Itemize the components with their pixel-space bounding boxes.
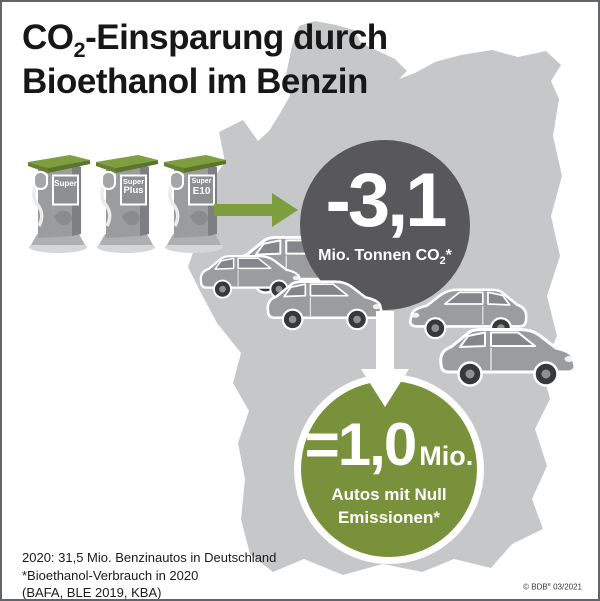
title-co: CO xyxy=(22,18,74,57)
footnote-line-1: 2020: 31,5 Mio. Benzinautos in Deutschla… xyxy=(22,550,277,565)
zero-emission-value-row: =1,0 Mio. xyxy=(301,415,477,475)
footnote-line-2: *Bioethanol-Verbrauch in 2020 xyxy=(22,567,199,583)
title-line-2: Bioethanol im Benzin xyxy=(22,62,368,101)
title-co2-subscript: 2 xyxy=(73,37,86,62)
fuel-pump-label: Super xyxy=(54,179,77,188)
fuel-pump-label: Super E10 xyxy=(191,178,212,197)
white-down-arrow-icon xyxy=(361,311,409,407)
fuel-pump-label: Super Plus xyxy=(122,177,145,197)
zero-emission-caption-1: Autos mit Null xyxy=(331,485,447,504)
co2-savings-value: -3,1 xyxy=(325,158,448,243)
co2-savings-unit: Mio. Tonnen CO2* xyxy=(318,247,452,268)
footnote-line-3: (BAFA, BLE 2019, KBA) xyxy=(22,585,162,600)
title-line1-rest: -Einsparung durch xyxy=(85,18,388,57)
infographic-title: CO2-Einsparung durch Bioethanol im Benzi… xyxy=(22,16,388,104)
green-right-arrow-icon xyxy=(214,193,298,227)
zero-emission-unit: Mio. xyxy=(419,441,474,471)
fuel-pump-super-plus: Super Plus xyxy=(94,148,160,255)
title-line-1: CO2-Einsparung durch xyxy=(22,16,388,60)
zero-emission-caption-2: Emissionen* xyxy=(337,508,441,527)
copyright-note: © BDBe 03/2021 xyxy=(523,582,582,592)
zero-emission-value: =1,0 xyxy=(304,411,417,478)
car-icon xyxy=(439,328,577,387)
fuel-pump-super: Super xyxy=(26,148,92,255)
footnotes: 2020: 31,5 Mio. Benzinautos in Deutschla… xyxy=(22,549,277,600)
fuel-pump-super-e10: Super E10 xyxy=(162,148,228,255)
